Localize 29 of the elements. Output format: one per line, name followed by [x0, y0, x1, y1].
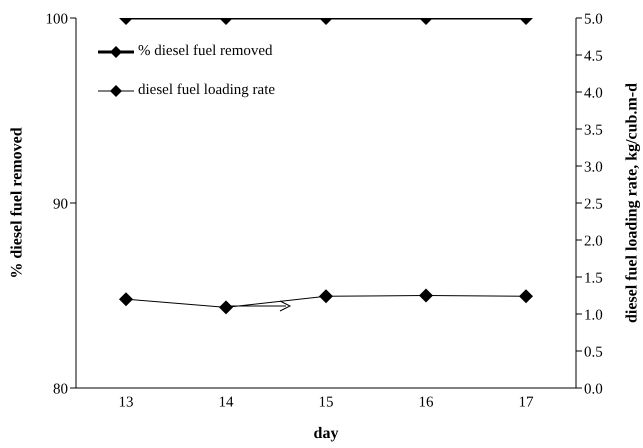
- point: [219, 300, 233, 314]
- y2-tick-label: 3.0: [584, 159, 603, 176]
- y2-tick-label: 1.0: [584, 307, 603, 324]
- y-axis-title: % diesel fuel removed: [8, 127, 26, 279]
- y2-tick-label: 1.5: [584, 270, 603, 286]
- y-tick-label: 100: [46, 11, 68, 28]
- y2-tick-label: 4.5: [584, 48, 603, 64]
- point: [119, 292, 133, 306]
- x-tick-label: 17: [518, 394, 534, 411]
- y2-tick-label: 0.5: [584, 344, 603, 360]
- y2-tick-label: 3.5: [584, 122, 603, 138]
- legend-label: diesel fuel loading rate: [138, 82, 276, 99]
- y2-tick-label: 5.0: [584, 11, 603, 28]
- y-tick-label: 90: [53, 196, 68, 212]
- x-tick-label: 14: [218, 394, 234, 411]
- x-tick-label: 16: [418, 394, 434, 411]
- x-axis-title: day: [314, 425, 338, 442]
- point: [419, 288, 433, 302]
- legend-label: % diesel fuel removed: [138, 43, 273, 60]
- point: [319, 289, 333, 304]
- y2-axis-title: diesel fuel loading rate, kg/cub.m-d: [624, 82, 641, 324]
- point: [519, 289, 533, 304]
- y-tick-label: 80: [53, 381, 68, 398]
- y2-tick-label: 2.5: [584, 196, 603, 212]
- x-tick-label: 15: [318, 394, 334, 411]
- y2-tick-label: 4.0: [584, 85, 603, 102]
- y2-tick-label: 2.0: [584, 233, 603, 250]
- x-tick-label: 13: [118, 394, 134, 411]
- y2-tick-label: 0.0: [584, 381, 603, 398]
